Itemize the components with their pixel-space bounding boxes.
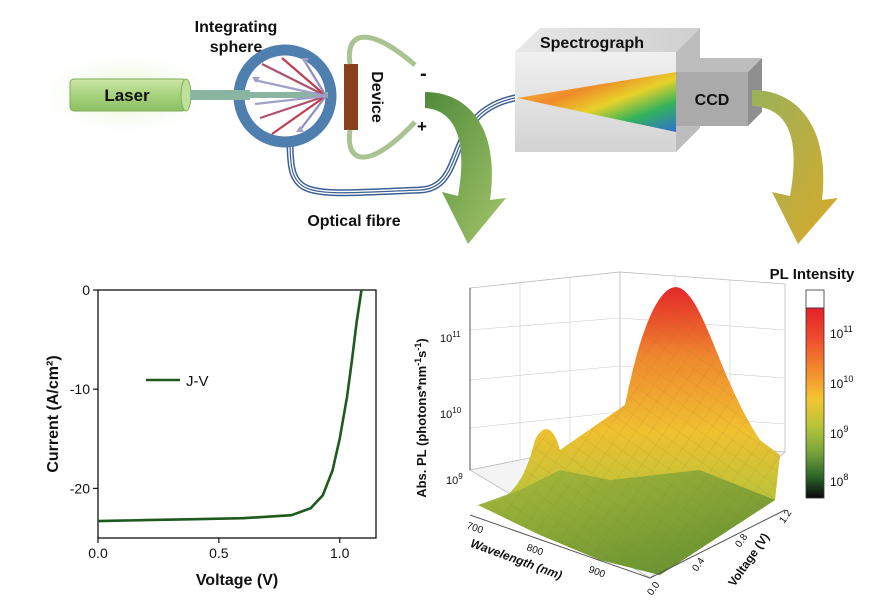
ccd-label: CCD — [695, 92, 730, 109]
device-wire-top — [346, 34, 417, 67]
arrow-to-jv-icon — [425, 92, 506, 244]
cb-tick-8: 108 — [830, 472, 848, 489]
pl-surface-mesh — [478, 287, 780, 575]
sphere-label-line1: Integrating — [195, 19, 278, 36]
z-tick-1: 1011 — [440, 330, 461, 345]
spectrograph: Spectrograph — [515, 28, 700, 152]
z-axis-ticks: 1011 1010 109 — [440, 330, 463, 487]
jv-x-axis-label: Voltage (V) — [196, 572, 278, 589]
v-tick-1: 0.4 — [690, 556, 707, 574]
ccd: CCD — [676, 58, 762, 126]
jv-curve — [97, 289, 363, 523]
device-label: Device — [368, 71, 385, 123]
z-tick-3: 109 — [446, 472, 463, 487]
jv-y-tick-label: -10 — [70, 381, 90, 397]
wavelength-axis-line — [469, 514, 651, 579]
sphere-label-line2: sphere — [210, 39, 263, 56]
integrating-sphere — [228, 44, 337, 148]
jv-y-tick-label: -20 — [70, 480, 90, 496]
colorbar-top-swatch — [805, 289, 825, 309]
z-tick-2: 1010 — [440, 406, 462, 421]
spectrograph-label: Spectrograph — [540, 35, 644, 52]
cb-tick-9: 109 — [830, 424, 848, 441]
jv-x-tick-label: 1.0 — [330, 545, 350, 561]
colorbar-title: PL Intensity — [770, 266, 855, 283]
laser-aperture — [180, 78, 192, 112]
colorbar: PL Intensity 1011 1010 109 108 — [770, 266, 855, 499]
v-tick-3: 1.2 — [777, 508, 794, 526]
cb-tick-11: 1011 — [830, 324, 853, 341]
colorbar-ticks: 1011 1010 109 108 — [830, 324, 853, 489]
scatter-rays — [253, 57, 327, 135]
device-sample — [344, 64, 358, 130]
jv-x-tick-label: 0.5 — [209, 545, 229, 561]
v-tick-0: 0.0 — [645, 580, 662, 598]
laser-label: Laser — [104, 86, 150, 105]
jv-y-tick-label: 0 — [82, 282, 90, 298]
jv-y-axis-label: Current (A/cm²) — [45, 355, 62, 472]
voltage-axis-line — [649, 509, 786, 579]
wl-tick-700: 700 — [465, 520, 485, 536]
minus-sign: - — [420, 63, 427, 85]
plus-sign: + — [417, 117, 427, 136]
spectrum-fan — [517, 72, 676, 132]
jv-chart: 0.0 0.5 1.0 0 -10 -20 J-V Voltage (V) Curren… — [45, 282, 377, 589]
arrow-to-pl-icon — [752, 90, 838, 244]
jv-x-ticks: 0.0 0.5 1.0 — [88, 538, 350, 561]
setup-diagram: Laser Integrating sphere Optical fibre — [46, 19, 838, 244]
cb-tick-10: 1010 — [830, 374, 853, 391]
fibre-label: Optical fibre — [307, 213, 400, 230]
pl-3d-chart: 1011 1010 109 Abs. PL (photons*nm-1s-1) … — [413, 266, 855, 598]
device-wire-bottom — [346, 120, 417, 160]
laser: Laser — [46, 56, 206, 132]
legend-label: J-V — [186, 373, 209, 390]
colorbar-gradient — [805, 307, 825, 499]
jv-x-tick-label: 0.0 — [88, 545, 108, 561]
jv-plot-frame — [97, 289, 377, 539]
wl-tick-900: 900 — [587, 564, 607, 580]
pl-y-axis-label: Abs. PL (photons*nm-1s-1) — [413, 338, 429, 498]
jv-y-ticks: 0 -10 -20 — [70, 282, 98, 496]
